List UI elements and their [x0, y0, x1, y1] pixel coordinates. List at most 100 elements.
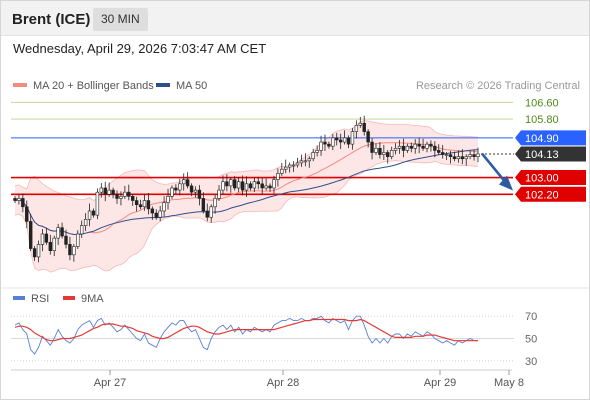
candle [170, 185, 174, 199]
candle-body [472, 154, 476, 157]
candle [319, 135, 323, 156]
candle [472, 149, 476, 161]
candle-body [68, 244, 72, 256]
interval-button[interactable]: 30 MIN [93, 8, 148, 31]
candle [142, 194, 147, 211]
candle-body [170, 187, 174, 197]
candle-body [44, 233, 49, 243]
candle-body [268, 185, 272, 189]
candle-body [76, 233, 80, 247]
candle [52, 235, 56, 257]
candle-body [150, 208, 155, 214]
candle [154, 209, 158, 220]
candle-body [327, 143, 331, 147]
candle-body [291, 164, 296, 167]
candle [134, 196, 139, 212]
candle-body [185, 179, 190, 187]
candle-body [456, 156, 461, 160]
candle [64, 229, 68, 249]
candle [417, 137, 421, 154]
candle [233, 175, 237, 191]
candle [158, 205, 162, 222]
candle [440, 144, 445, 159]
candle-body [158, 210, 162, 218]
candle-body [311, 152, 315, 160]
candle-body [417, 143, 421, 147]
candle [205, 203, 209, 222]
candle [374, 143, 378, 155]
candle-body [295, 162, 300, 166]
candle-body [111, 189, 115, 195]
legend-ma20: MA 20 + Bollinger Bands [13, 80, 154, 92]
candle-body [374, 148, 378, 153]
candle [354, 120, 359, 139]
candle [350, 127, 355, 150]
rsi-9ma-line [14, 318, 478, 342]
candle [21, 193, 25, 213]
rsi-line [14, 315, 478, 355]
candle [40, 228, 45, 252]
candle-body [205, 210, 209, 218]
candle [32, 246, 37, 261]
candle-body [452, 156, 457, 160]
candle-body [123, 191, 127, 197]
ma50-line [14, 149, 479, 236]
candle [111, 187, 115, 199]
candle [393, 143, 398, 155]
candle-body [87, 210, 92, 220]
projection-arrow-shaft [480, 152, 506, 182]
level-label-104-13-shape [515, 146, 586, 162]
candle [182, 173, 186, 191]
candle [252, 177, 257, 192]
candle [44, 227, 49, 245]
candle-body [240, 181, 245, 191]
candle-body [17, 198, 21, 201]
candle [397, 139, 402, 154]
candle-body [209, 206, 213, 218]
candle-body [280, 168, 284, 174]
candle-body [437, 150, 441, 153]
candle-body [115, 193, 119, 199]
candle [68, 236, 72, 261]
candle [127, 184, 131, 201]
candle-body [354, 125, 359, 132]
candle-body [370, 141, 374, 153]
level-label-102-20-shape [515, 186, 586, 202]
candle-body [134, 200, 139, 206]
x-tick-label: Apr 29 [424, 377, 456, 389]
candle [115, 190, 119, 204]
candle [295, 157, 300, 168]
level-label-102-20: 102.20 [525, 189, 559, 201]
candle [209, 204, 213, 223]
candle [433, 141, 437, 158]
candle-body [252, 181, 257, 189]
rsi-tick-50: 50 [525, 334, 537, 346]
level-label-104-90-shape [515, 130, 586, 146]
candle [401, 138, 406, 158]
candle [229, 177, 233, 193]
candle [138, 199, 143, 210]
candle [25, 200, 29, 229]
candle-body [95, 191, 100, 216]
candle-body [225, 181, 229, 187]
candle [378, 142, 382, 159]
candle-body [346, 137, 351, 145]
candle-body [48, 242, 53, 251]
candle-body [13, 198, 17, 201]
candle [468, 150, 472, 160]
candle-body [99, 187, 104, 193]
candle [291, 161, 296, 172]
candle [405, 143, 410, 153]
candle-body [287, 164, 292, 168]
candle-body [476, 153, 480, 157]
candle-body [64, 235, 68, 245]
candle [48, 234, 53, 255]
candle [476, 147, 480, 163]
candle-body [256, 181, 260, 185]
candle [264, 178, 268, 191]
candle [456, 150, 461, 163]
candle [287, 162, 292, 173]
candle-body [83, 219, 88, 226]
candle [213, 194, 217, 214]
